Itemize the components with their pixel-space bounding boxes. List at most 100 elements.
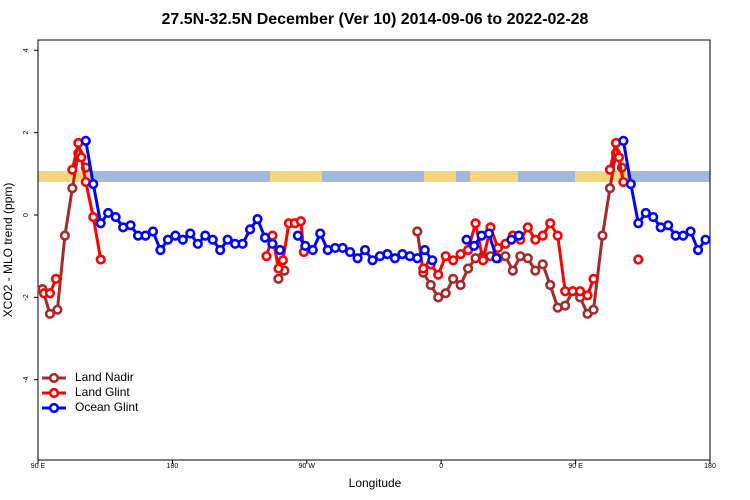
point xyxy=(177,234,188,245)
point xyxy=(170,230,181,241)
point xyxy=(273,263,284,274)
point xyxy=(155,244,166,256)
point xyxy=(513,230,524,241)
chart-title: 27.5N-32.5N December (Ver 10) 2014-09-06… xyxy=(162,11,589,28)
point xyxy=(470,218,481,229)
legend-marker xyxy=(48,372,60,384)
point xyxy=(244,224,256,235)
point xyxy=(315,228,326,239)
point xyxy=(491,253,502,264)
point xyxy=(455,249,466,260)
point xyxy=(613,152,625,163)
point xyxy=(95,218,106,229)
point xyxy=(125,220,136,231)
x-tick-label: 90 E xyxy=(31,463,46,470)
point xyxy=(162,234,174,245)
legend-label: Land Nadir xyxy=(75,370,134,384)
point xyxy=(700,234,711,245)
point xyxy=(44,288,56,299)
legend-label: Ocean Glint xyxy=(75,400,139,414)
point xyxy=(273,273,284,284)
point xyxy=(44,308,56,319)
x-axis-label: Longitude xyxy=(349,476,402,490)
point xyxy=(359,244,371,256)
point xyxy=(604,164,616,175)
point xyxy=(522,253,533,264)
point xyxy=(462,263,474,274)
point xyxy=(367,255,378,266)
point xyxy=(345,246,356,258)
point xyxy=(274,244,286,256)
point xyxy=(633,254,644,265)
point xyxy=(483,228,495,239)
point xyxy=(418,263,429,274)
point xyxy=(440,288,451,299)
point xyxy=(261,251,272,262)
point xyxy=(633,218,644,229)
point xyxy=(648,211,659,223)
point xyxy=(545,218,556,229)
x-tick-label: 180 xyxy=(704,463,716,470)
plot-frame xyxy=(37,39,711,461)
point xyxy=(277,255,289,266)
point xyxy=(259,232,271,243)
point xyxy=(207,234,218,245)
point xyxy=(237,238,248,249)
point xyxy=(185,228,196,239)
point xyxy=(147,226,159,237)
point xyxy=(95,254,106,265)
point xyxy=(448,273,459,284)
point xyxy=(412,226,423,237)
y-tick-label: 0 xyxy=(23,213,30,217)
point xyxy=(110,211,121,223)
point xyxy=(692,244,704,256)
map-strip xyxy=(38,171,710,182)
point xyxy=(67,183,78,194)
point xyxy=(582,290,593,301)
point xyxy=(455,279,466,291)
point xyxy=(552,230,563,241)
legend-label: Land Glint xyxy=(75,385,130,399)
point xyxy=(295,216,306,227)
point xyxy=(80,135,91,146)
point xyxy=(192,238,203,249)
point xyxy=(625,179,636,190)
y-tick-label: -4 xyxy=(23,376,30,382)
point xyxy=(88,179,99,190)
point xyxy=(640,207,651,219)
point xyxy=(419,244,430,256)
point xyxy=(292,230,303,241)
point xyxy=(222,234,233,245)
point xyxy=(337,242,348,254)
x-tick-label: 90 E xyxy=(568,463,583,470)
point xyxy=(560,300,571,311)
y-tick-label: 2 xyxy=(23,131,30,135)
point xyxy=(52,304,63,315)
point xyxy=(522,222,533,233)
point xyxy=(307,244,318,256)
point xyxy=(448,255,459,266)
y-axis-label: XCO2 - MLO trend (ppm) xyxy=(1,183,15,318)
point xyxy=(545,279,556,291)
point xyxy=(468,240,480,251)
point xyxy=(382,249,393,260)
point xyxy=(604,183,616,194)
point xyxy=(537,230,548,241)
point xyxy=(440,251,451,262)
point xyxy=(500,251,511,262)
point xyxy=(252,214,263,225)
point xyxy=(433,269,444,280)
point xyxy=(618,135,629,146)
point xyxy=(200,230,211,241)
point xyxy=(537,259,548,270)
point xyxy=(59,230,70,241)
point xyxy=(103,207,114,219)
point xyxy=(588,304,599,315)
point xyxy=(507,265,518,276)
point xyxy=(300,240,311,251)
point xyxy=(530,265,541,276)
x-tick-label: 0 xyxy=(439,463,443,470)
y-tick-label: 4 xyxy=(23,48,30,52)
point xyxy=(50,273,62,284)
